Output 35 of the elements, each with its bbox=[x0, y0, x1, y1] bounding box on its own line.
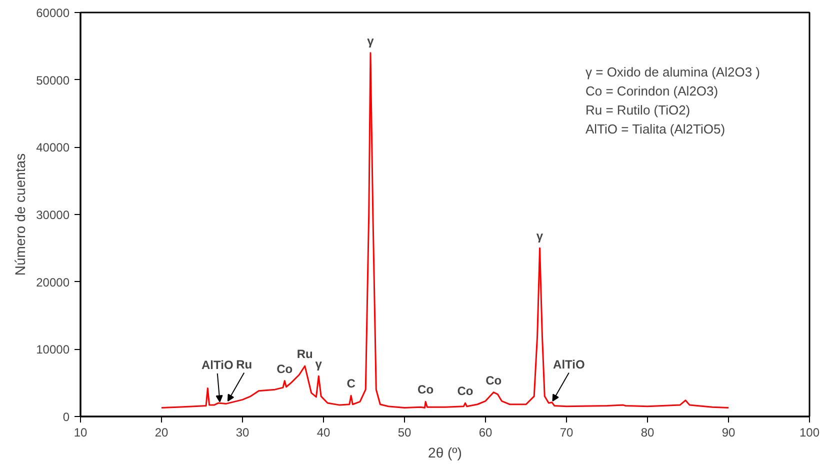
y-tick-label: 50000 bbox=[36, 73, 70, 88]
annotation: Ru = Rutilo (TiO2) bbox=[586, 102, 690, 118]
annotation: AlTiO bbox=[553, 357, 585, 372]
x-tick-label: 80 bbox=[640, 426, 654, 440]
annotation: Co bbox=[486, 373, 502, 388]
annotation: Co bbox=[457, 384, 474, 398]
x-tick-label: 30 bbox=[236, 426, 250, 440]
x-axis-title: 2θ (º) bbox=[428, 444, 462, 460]
x-tick-label: 100 bbox=[799, 426, 820, 440]
annotation: Ru bbox=[236, 357, 252, 372]
y-tick-label: 20000 bbox=[36, 275, 70, 290]
y-tick-label: 60000 bbox=[36, 6, 70, 20]
annotation: γ = Oxido de alumina (Al2O3 ) bbox=[586, 64, 760, 80]
annotation: Co bbox=[418, 382, 434, 397]
y-tick-label: 10000 bbox=[36, 342, 70, 357]
x-tick-label: 70 bbox=[560, 426, 574, 440]
annotation: γ bbox=[315, 357, 322, 372]
annotation: Co = Corindon (Al2O3) bbox=[586, 84, 718, 98]
annotation: Co bbox=[276, 362, 293, 376]
y-tick-label: 30000 bbox=[36, 208, 70, 222]
annotation: Ru bbox=[296, 347, 313, 361]
x-tick-label: 40 bbox=[316, 426, 330, 440]
y-axis-title: Número de cuentas bbox=[12, 153, 28, 276]
x-tick-label: 20 bbox=[154, 426, 168, 440]
annotation: γ bbox=[536, 229, 544, 244]
annotation: AlTiO bbox=[202, 358, 234, 372]
annotation: C bbox=[346, 376, 356, 391]
y-tick-label: 40000 bbox=[36, 140, 70, 155]
x-tick-label: 10 bbox=[74, 426, 88, 440]
annotation: AlTiO = Tialita (Al2TiO5) bbox=[586, 122, 726, 136]
y-tick-label: 0 bbox=[62, 410, 70, 424]
x-tick-label: 50 bbox=[398, 426, 412, 440]
x-tick-label: 60 bbox=[478, 426, 492, 440]
annotation: γ bbox=[367, 34, 374, 48]
x-tick-label: 90 bbox=[722, 426, 736, 440]
